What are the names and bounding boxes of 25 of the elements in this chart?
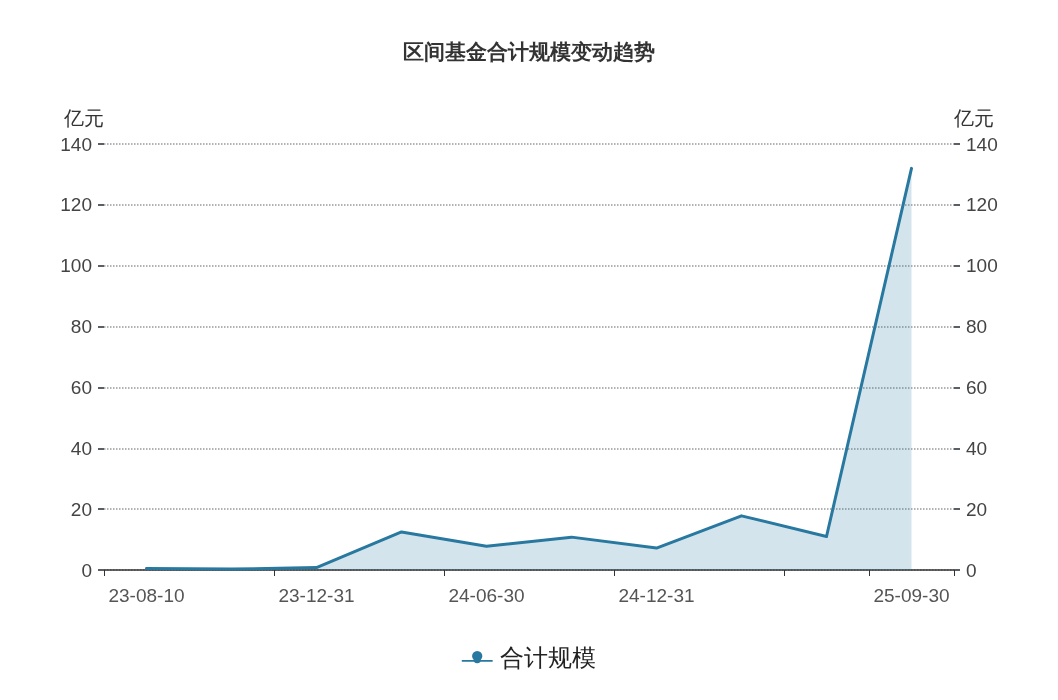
y-tick-label: 60 (70, 376, 92, 398)
y-tick-label: 0 (81, 559, 92, 581)
chart-title: 区间基金合计规模变动趋势 (403, 40, 655, 63)
y2-tick-label: 60 (966, 376, 988, 398)
y2-axis-title: 亿元 (953, 107, 994, 129)
legend-label: 合计规模 (500, 643, 597, 671)
y2-tick-label: 80 (966, 316, 988, 338)
y2-tick-label: 140 (966, 133, 998, 155)
y-tick-label: 140 (60, 133, 92, 155)
y-axis-title: 亿元 (63, 107, 104, 129)
y2-tick-label: 20 (966, 498, 988, 520)
y2-tick-label: 0 (966, 559, 977, 581)
y2-tick-label: 40 (966, 437, 988, 459)
y-tick-label: 20 (70, 498, 92, 520)
y-tick-label: 80 (70, 316, 92, 338)
x-tick-label: 24-06-30 (448, 585, 525, 606)
x-tick-label: 23-08-10 (108, 585, 185, 606)
y2-tick-label: 120 (966, 194, 998, 216)
y-tick-label: 100 (60, 255, 92, 277)
y-tick-label: 120 (60, 194, 92, 216)
y2-tick-label: 100 (966, 255, 998, 277)
x-tick-label: 23-12-31 (278, 585, 355, 606)
x-tick-label: 25-09-30 (873, 585, 950, 606)
x-tick-label: 24-12-31 (618, 585, 695, 606)
y-tick-label: 40 (70, 437, 92, 459)
